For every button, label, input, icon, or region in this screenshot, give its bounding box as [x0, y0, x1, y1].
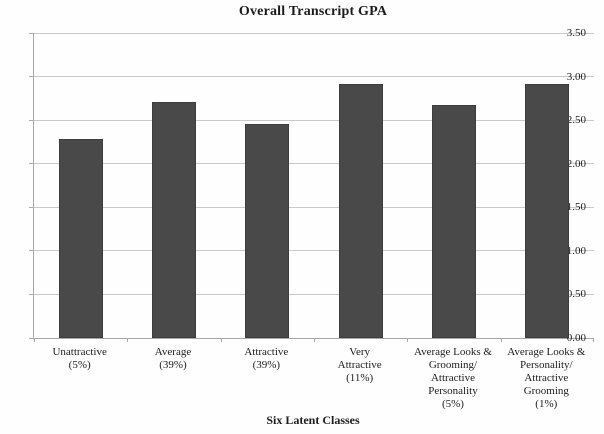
x-tick-label: Average (39%) — [126, 346, 219, 411]
x-tick-label-line: Personality — [428, 385, 478, 397]
x-tick-label: Unattractive (5%) — [33, 346, 126, 411]
x-tick-label-line: Average Looks & — [413, 346, 492, 358]
y-axis-tick — [29, 76, 34, 78]
x-tick-label-line: (11%) — [346, 372, 374, 384]
x-tick-label-line: Very — [349, 346, 371, 358]
bar — [152, 102, 196, 338]
y-tick-label: 2.50 — [566, 114, 586, 127]
y-axis-tick — [29, 119, 34, 121]
bar — [338, 84, 383, 338]
bar — [58, 139, 103, 338]
x-tick-label-line: Attractive Grooming — [523, 372, 569, 397]
y-tick-label: 1.50 — [566, 201, 586, 214]
y-tick-label: 1.00 — [566, 244, 586, 257]
bar — [245, 124, 290, 338]
plot-area: 0.00 0.50 1.00 1.50 2.00 2.50 3.00 3.50 — [29, 27, 594, 344]
x-axis-title: Six Latent Classes — [266, 413, 360, 427]
gridline — [34, 32, 594, 34]
y-tick-label: 2.00 — [566, 157, 586, 170]
x-axis-tick — [314, 338, 315, 342]
x-axis-tick — [407, 338, 408, 342]
x-tick-label-line: (39%) — [252, 359, 281, 371]
y-tick-label: 0.00 — [566, 332, 586, 344]
x-tick-label-line: (5%) — [68, 359, 91, 371]
gridline — [34, 163, 594, 165]
y-axis-tick — [29, 163, 34, 165]
y-axis-tick — [29, 337, 34, 339]
y-tick-label: 3.50 — [566, 27, 586, 39]
x-tick-label: Average Looks & Grooming/Attractive Person… — [406, 346, 499, 411]
x-axis-tick — [221, 338, 222, 342]
x-tick-label-line: Grooming/ — [428, 359, 478, 371]
x-axis-tick — [34, 338, 35, 342]
x-tick-label: Attractive (39%) — [220, 346, 313, 411]
gridline — [34, 119, 594, 121]
y-axis-tick — [29, 206, 34, 208]
x-tick-label-line: Average Looks & — [507, 346, 586, 358]
x-axis-tick — [501, 338, 502, 342]
bar — [432, 105, 476, 338]
y-axis-tick — [29, 250, 34, 252]
x-tick-label-line: Personality/ — [520, 359, 573, 371]
gridline — [34, 206, 594, 208]
gridline — [34, 76, 594, 78]
x-tick-label: Average Looks & Personality/Attractive Gr… — [500, 346, 593, 411]
x-tick-label-line: Attractive — [337, 359, 382, 371]
gridline — [34, 250, 594, 252]
x-axis-labels: Unattractive (5%) Average (39%) Attractive (3… — [33, 346, 593, 411]
gridline — [34, 293, 594, 295]
x-tick-label-line: Attractive — [244, 346, 289, 358]
y-axis-tick — [29, 293, 34, 295]
y-tick-label: 0.50 — [566, 288, 586, 301]
x-axis-tick — [593, 338, 594, 342]
x-tick-label-line: Unattractive — [52, 346, 107, 358]
x-tick-label-line: (1%) — [535, 398, 558, 410]
x-tick-label-line: Attractive — [430, 372, 475, 384]
chart-title: Overall Transcript GPA — [238, 4, 388, 19]
y-axis-tick — [29, 32, 34, 34]
x-tick-label-line: (39%) — [159, 359, 187, 371]
y-tick-label: 3.00 — [566, 70, 586, 83]
bar — [525, 84, 570, 338]
x-tick-label: Very Attractive (11%) — [313, 346, 406, 411]
x-tick-label-line: (5%) — [441, 398, 464, 410]
x-tick-label-line: Average — [154, 346, 192, 358]
x-axis-tick — [127, 338, 128, 342]
